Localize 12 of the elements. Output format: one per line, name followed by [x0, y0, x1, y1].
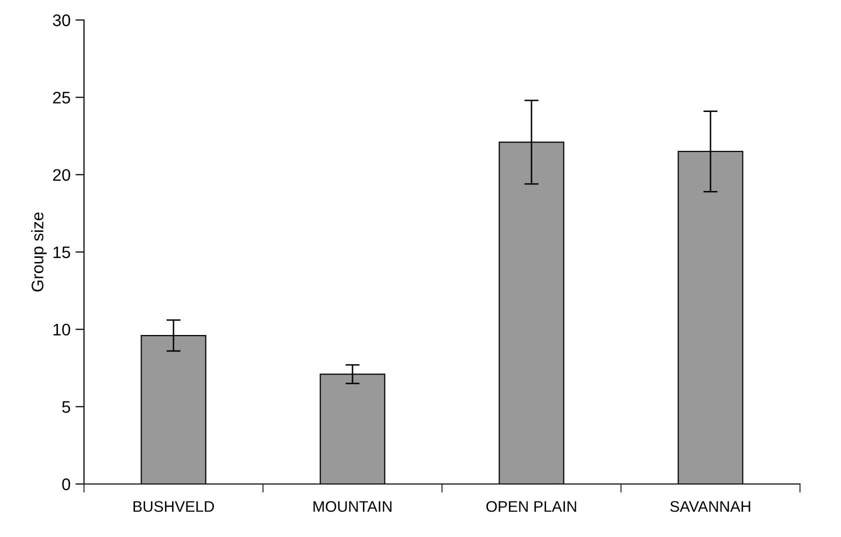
y-tick-label: 30 — [52, 14, 70, 26]
x-tick-label: BUSHVELD — [134, 501, 214, 512]
y-tick-label: 25 — [53, 92, 70, 104]
x-tick-label: MOUNTAIN — [314, 501, 392, 512]
x-tick-label: SAVANNAH — [670, 501, 750, 512]
y-tick-label: 0 — [62, 478, 70, 490]
y-tick-label: 20 — [53, 169, 70, 181]
x-tick-label: OPEN PLAIN — [486, 501, 576, 512]
y-tick-label: 5 — [62, 401, 70, 413]
y-tick-label: 15 — [54, 246, 70, 258]
y-axis-title: Group size — [31, 212, 47, 292]
y-tick-label: 10 — [54, 324, 70, 336]
